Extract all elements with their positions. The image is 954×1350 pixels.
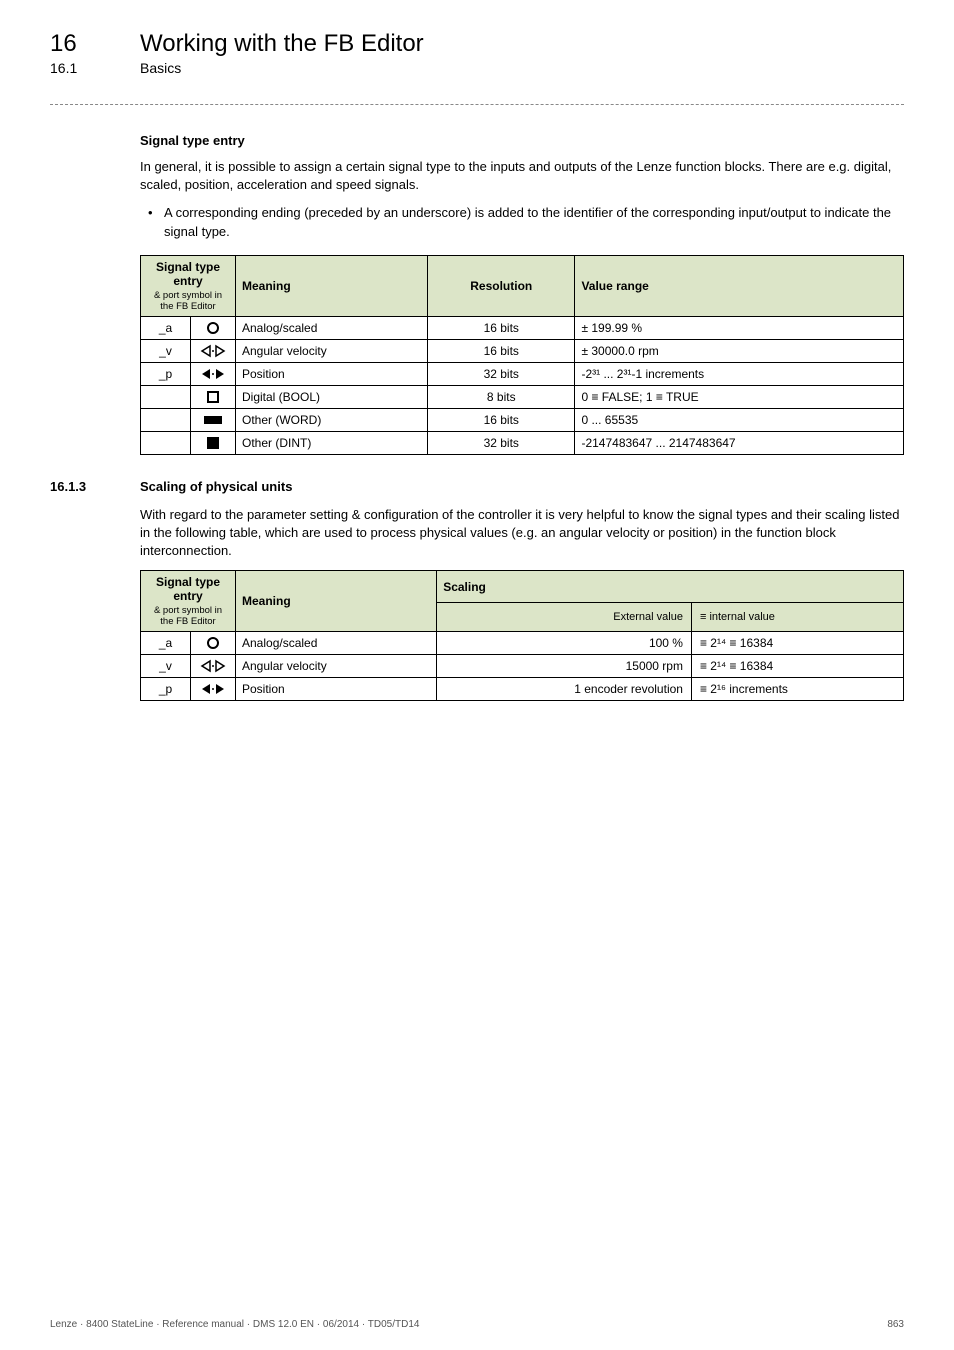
page-footer: Lenze · 8400 StateLine · Reference manua… — [50, 1319, 904, 1330]
table-row: Other (DINT) 32 bits -2147483647 ... 214… — [141, 431, 904, 454]
cell-icon — [191, 408, 236, 431]
table-row: _v Angular velocity 16 bits ± 30000.0 rp… — [141, 339, 904, 362]
section-number: 16.1 — [50, 60, 140, 76]
cell-sig: _v — [141, 655, 191, 678]
cell-sig: _p — [141, 362, 191, 385]
table-row: _a Analog/scaled 16 bits ± 199.99 % — [141, 316, 904, 339]
th-signal-sub: & port symbol in the FB Editor — [147, 290, 229, 312]
cell-range: -2147483647 ... 2147483647 — [575, 431, 904, 454]
cell-meaning: Analog/scaled — [236, 632, 437, 655]
th-range: Value range — [575, 255, 904, 316]
chapter-number: 16 — [50, 30, 140, 58]
bullet-item: A corresponding ending (preceded by an u… — [154, 204, 904, 240]
cell-ext: 15000 rpm — [437, 655, 692, 678]
cell-icon — [191, 678, 236, 701]
th-signal2-label: Signal type entry — [156, 575, 220, 603]
cell-icon — [191, 362, 236, 385]
scaling-para: With regard to the parameter setting & c… — [140, 506, 904, 561]
cell-resolution: 32 bits — [428, 431, 575, 454]
scaling-section-header: 16.1.3 Scaling of physical units — [50, 479, 904, 494]
table-row: _p Position 32 bits -2³¹ ... 2³¹-1 incre… — [141, 362, 904, 385]
cell-icon — [191, 632, 236, 655]
cell-meaning: Other (DINT) — [236, 431, 428, 454]
table-row: _p Position 1 encoder revolution ≡ 2¹⁶ i… — [141, 678, 904, 701]
chapter-header: 16 Working with the FB Editor — [50, 30, 904, 58]
th-signal-label: Signal type entry — [156, 260, 220, 288]
th-meaning: Meaning — [236, 255, 428, 316]
cell-meaning: Angular velocity — [236, 339, 428, 362]
cell-meaning: Angular velocity — [236, 655, 437, 678]
section-title: Basics — [140, 60, 181, 76]
scaling-section-title: Scaling of physical units — [140, 479, 292, 494]
cell-icon — [191, 655, 236, 678]
cell-resolution: 16 bits — [428, 339, 575, 362]
cell-meaning: Position — [236, 678, 437, 701]
cell-sig — [141, 385, 191, 408]
cell-range: 0 ... 65535 — [575, 408, 904, 431]
scaling-section-num: 16.1.3 — [50, 479, 140, 494]
table-row: _v Angular velocity 15000 rpm ≡ 2¹⁴ ≡ 16… — [141, 655, 904, 678]
cell-icon — [191, 339, 236, 362]
cell-range: ± 30000.0 rpm — [575, 339, 904, 362]
cell-resolution: 32 bits — [428, 362, 575, 385]
footer-right: 863 — [887, 1319, 904, 1330]
cell-ext: 1 encoder revolution — [437, 678, 692, 701]
table-row: Digital (BOOL) 8 bits 0 ≡ FALSE; 1 ≡ TRU… — [141, 385, 904, 408]
th-signal: Signal type entry & port symbol in the F… — [141, 255, 236, 316]
cell-icon — [191, 385, 236, 408]
signal-type-para: In general, it is possible to assign a c… — [140, 158, 904, 194]
cell-sig: _a — [141, 632, 191, 655]
cell-meaning: Other (WORD) — [236, 408, 428, 431]
cell-sig — [141, 408, 191, 431]
th-int: ≡ internal value — [691, 603, 903, 632]
cell-range: 0 ≡ FALSE; 1 ≡ TRUE — [575, 385, 904, 408]
cell-meaning: Analog/scaled — [236, 316, 428, 339]
cell-range: ± 199.99 % — [575, 316, 904, 339]
cell-resolution: 8 bits — [428, 385, 575, 408]
table-row: _a Analog/scaled 100 % ≡ 2¹⁴ ≡ 16384 — [141, 632, 904, 655]
cell-resolution: 16 bits — [428, 408, 575, 431]
scaling-table: Signal type entry & port symbol in the F… — [140, 570, 904, 701]
signal-type-heading: Signal type entry — [140, 133, 904, 148]
th-resolution: Resolution — [428, 255, 575, 316]
th-signal2: Signal type entry & port symbol in the F… — [141, 571, 236, 632]
cell-sig: _v — [141, 339, 191, 362]
signal-type-bullets: A corresponding ending (preceded by an u… — [140, 204, 904, 240]
cell-int: ≡ 2¹⁶ increments — [691, 678, 903, 701]
cell-int: ≡ 2¹⁴ ≡ 16384 — [691, 655, 903, 678]
cell-sig — [141, 431, 191, 454]
signal-type-table: Signal type entry & port symbol in the F… — [140, 255, 904, 455]
th-signal2-sub: & port symbol in the FB Editor — [147, 605, 229, 627]
section-header: 16.1 Basics — [50, 60, 904, 76]
cell-resolution: 16 bits — [428, 316, 575, 339]
th-ext: External value — [437, 603, 692, 632]
cell-ext: 100 % — [437, 632, 692, 655]
cell-icon — [191, 316, 236, 339]
chapter-title: Working with the FB Editor — [140, 30, 424, 58]
cell-range: -2³¹ ... 2³¹-1 increments — [575, 362, 904, 385]
cell-sig: _a — [141, 316, 191, 339]
cell-int: ≡ 2¹⁴ ≡ 16384 — [691, 632, 903, 655]
table-row: Other (WORD) 16 bits 0 ... 65535 — [141, 408, 904, 431]
divider — [50, 104, 904, 105]
cell-meaning: Position — [236, 362, 428, 385]
footer-left: Lenze · 8400 StateLine · Reference manua… — [50, 1319, 419, 1330]
th-scaling: Scaling — [437, 571, 904, 603]
cell-icon — [191, 431, 236, 454]
th-meaning2: Meaning — [236, 571, 437, 632]
cell-sig: _p — [141, 678, 191, 701]
cell-meaning: Digital (BOOL) — [236, 385, 428, 408]
